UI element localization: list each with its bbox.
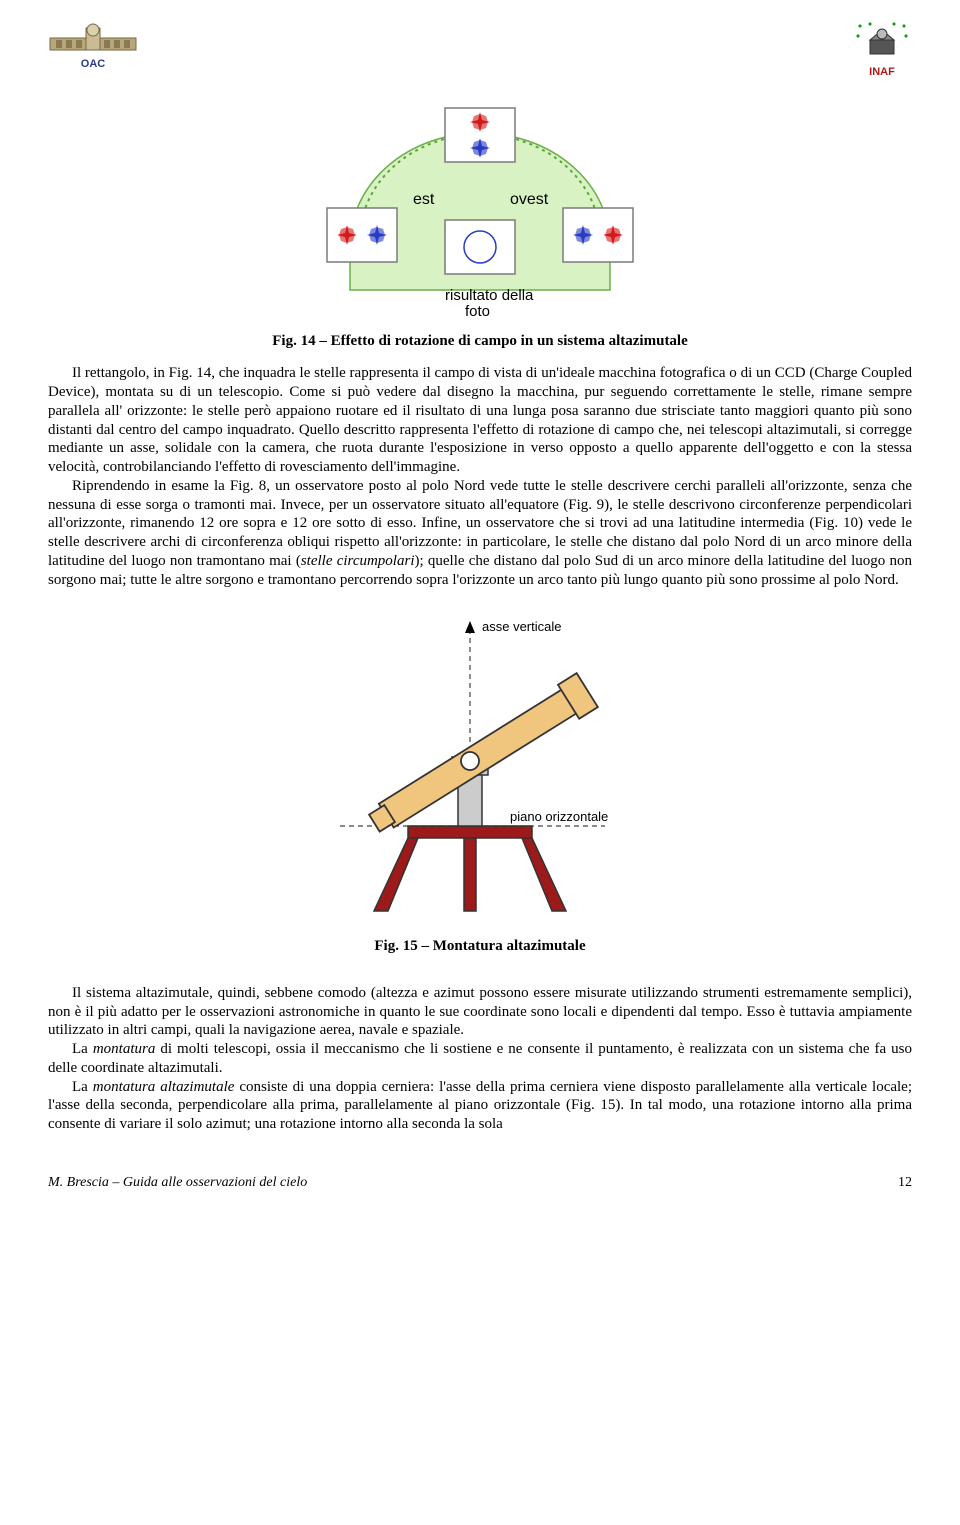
fig15-label-horizontal: piano orizzontale [510, 809, 608, 824]
figure-14-caption: Fig. 14 – Effetto di rotazione di campo … [48, 332, 912, 351]
tripod-icon [374, 826, 566, 911]
oac-building-icon [48, 20, 138, 56]
fig15-label-vertical: asse verticale [482, 619, 561, 634]
fig14-label-result-2: foto [465, 303, 490, 320]
inaf-icon [852, 20, 912, 64]
paragraph-2: Il sistema altazimutale, quindi, sebbene… [48, 984, 912, 1040]
fig14-label-result-1: risultato della [445, 287, 534, 304]
figure-14: est ovest risultato della foto [48, 90, 912, 326]
logo-inaf-caption: INAF [869, 66, 895, 80]
figure-15-svg: asse verticale piano orizzontale [300, 611, 660, 921]
fig14-label-west: ovest [510, 191, 549, 208]
logo-oac-caption: OAC [81, 58, 105, 72]
paragraph-4: La montatura altazimutale consiste di un… [48, 1078, 912, 1134]
logo-inaf: INAF [852, 20, 912, 80]
footer-left: M. Brescia – Guida alle osservazioni del… [48, 1174, 307, 1192]
fig14-label-east: est [413, 191, 435, 208]
paragraph-3: La montatura di molti telescopi, ossia i… [48, 1040, 912, 1078]
pivot-circle [461, 752, 479, 770]
paragraph-1b: Riprendendo in esame la Fig. 8, un osser… [48, 477, 912, 590]
footer-page-number: 12 [898, 1174, 912, 1192]
page-header: OAC INAF [48, 20, 912, 80]
figure-15-caption: Fig. 15 – Montatura altazimutale [48, 937, 912, 956]
logo-oac: OAC [48, 20, 138, 72]
paragraph-1b-italic: stelle circumpolari [301, 553, 415, 569]
figure-15: asse verticale piano orizzontale [48, 611, 912, 927]
figure-14-svg: est ovest risultato della foto [295, 90, 665, 320]
paragraph-1a: Il rettangolo, in Fig. 14, che inquadra … [48, 364, 912, 477]
page-footer: M. Brescia – Guida alle osservazioni del… [48, 1174, 912, 1192]
